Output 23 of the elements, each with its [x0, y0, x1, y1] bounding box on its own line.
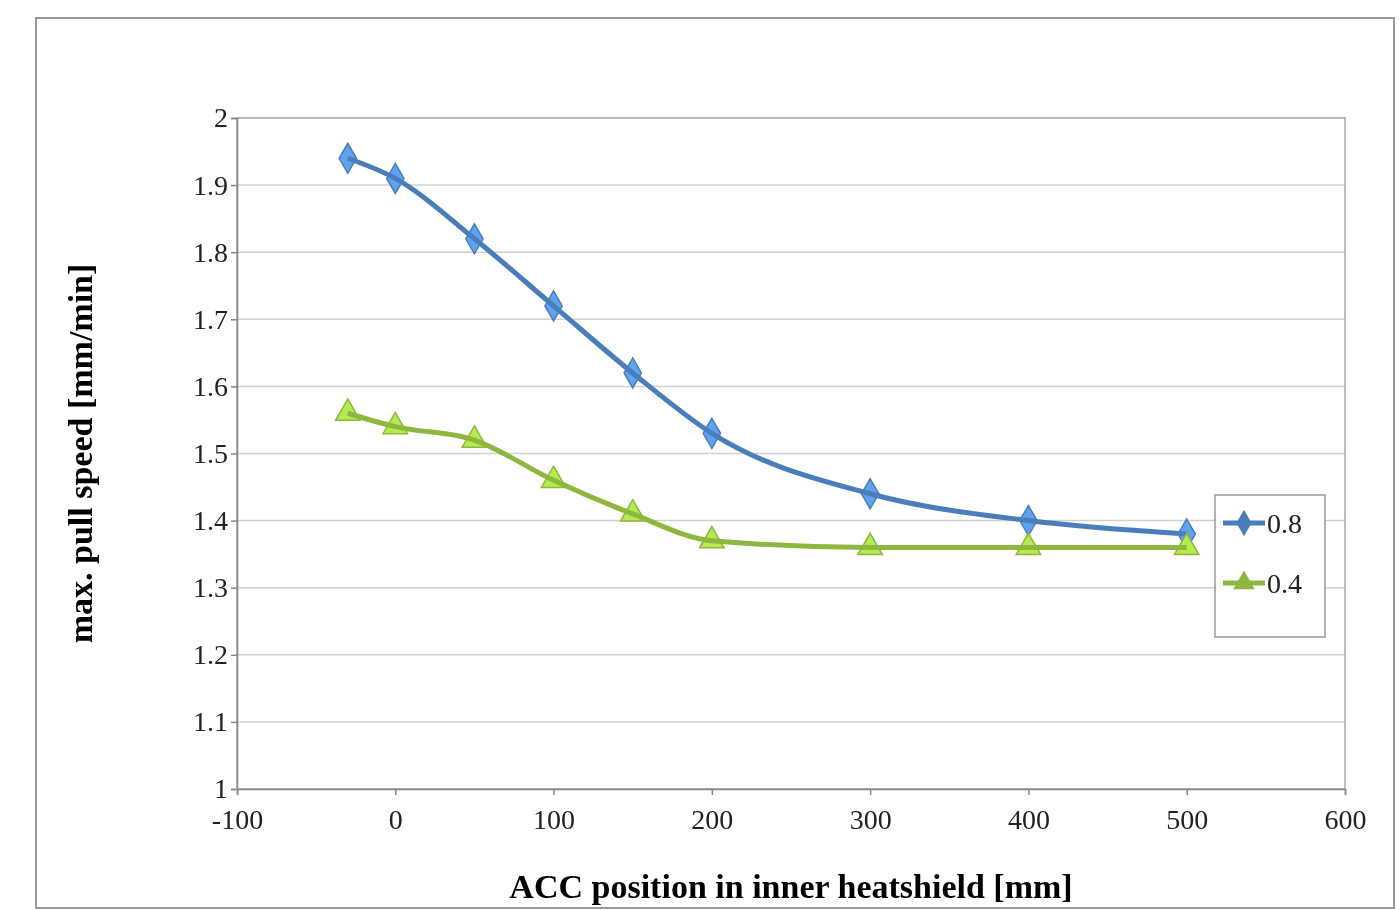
y-tick-label: 1.1: [193, 706, 228, 738]
y-tick-label: 1.4: [193, 505, 228, 537]
legend-label: 0.8: [1267, 508, 1302, 539]
y-tick-label: 1: [214, 773, 228, 805]
x-tick-label: 100: [533, 803, 576, 835]
y-axis-title: max. pull speed [mm/min]: [62, 263, 99, 644]
y-tick-label: 1.2: [193, 639, 228, 671]
x-tick-label: 200: [691, 803, 734, 835]
y-tick-label: 2: [214, 102, 228, 134]
x-axis-title: ACC position in inner heatshield [mm]: [509, 868, 1073, 905]
x-tick-label: 500: [1166, 803, 1209, 835]
legend-label: 0.4: [1267, 568, 1302, 599]
y-tick-label: 1.6: [193, 370, 228, 402]
y-tick-label: 1.7: [193, 303, 228, 335]
y-tick-label: 1.9: [193, 169, 228, 201]
x-tick-label: 400: [1007, 803, 1050, 835]
y-tick-label: 1.5: [193, 437, 228, 469]
y-tick-label: 1.8: [193, 236, 228, 268]
y-tick-label: 1.3: [193, 572, 228, 604]
x-tick-label: 600: [1324, 803, 1367, 835]
x-tick-label: -100: [211, 803, 264, 835]
x-tick-label: 300: [849, 803, 892, 835]
x-tick-label: 0: [388, 803, 403, 835]
